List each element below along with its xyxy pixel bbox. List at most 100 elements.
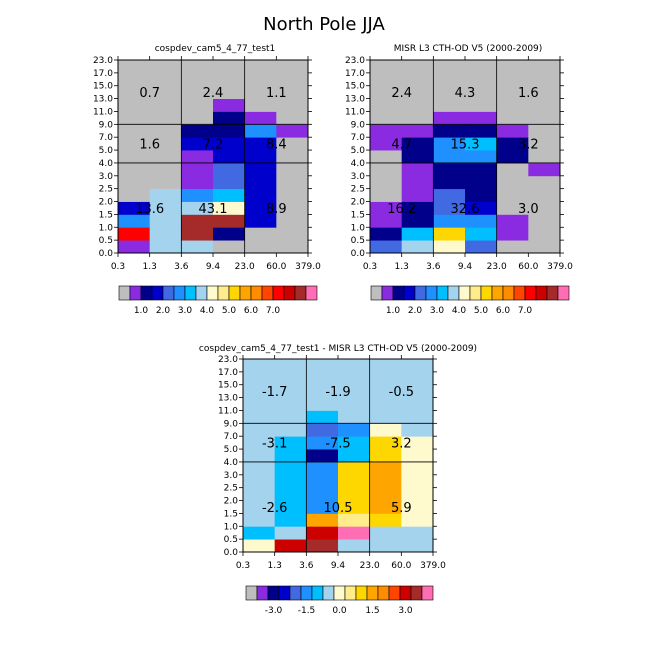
x-tick-label: 23.0	[487, 262, 507, 272]
heatmap-cell	[338, 474, 371, 489]
heatmap-cell	[243, 449, 276, 463]
heatmap-cell	[401, 384, 434, 398]
heatmap-cell	[370, 201, 403, 215]
heatmap-cell	[369, 513, 402, 527]
group-value-label: 4.3	[455, 86, 476, 101]
colorbar-swatch	[513, 285, 526, 301]
colorbar-swatch	[217, 285, 230, 301]
colorbar-label: 4.0	[452, 306, 467, 316]
heatmap-cell	[276, 175, 309, 190]
heatmap-cell	[213, 85, 246, 99]
group-value-label: 1.6	[518, 86, 539, 101]
heatmap-cell	[213, 214, 246, 228]
heatmap-cell	[306, 436, 339, 450]
heatmap-cell	[528, 214, 561, 228]
y-tick-label: 1.5	[351, 210, 365, 220]
colorbar-swatch	[447, 285, 460, 301]
heatmap-cell	[274, 500, 307, 514]
colorbar-swatch	[491, 285, 504, 301]
heatmap-cell	[276, 111, 309, 125]
y-tick-label: 3.0	[351, 172, 366, 182]
heatmap-cell	[243, 410, 276, 424]
heatmap-cell	[370, 214, 403, 228]
heatmap-cell	[306, 539, 339, 553]
y-tick-label: 11.0	[345, 107, 365, 117]
colorbar-swatch	[333, 585, 346, 601]
heatmap-cell	[149, 188, 182, 202]
heatmap-cell	[401, 150, 434, 164]
heatmap-cell	[274, 526, 307, 540]
heatmap-cell	[181, 150, 214, 164]
group-value-label: 2.4	[391, 86, 412, 101]
heatmap-cell	[149, 72, 182, 87]
group-value-label: 43.1	[199, 202, 228, 217]
heatmap-cell	[276, 240, 309, 254]
heatmap-cell	[369, 436, 402, 450]
heatmap-cell	[181, 162, 214, 177]
heatmap-cell	[369, 449, 402, 463]
heatmap-cell	[401, 474, 434, 489]
heatmap-cell	[369, 397, 402, 411]
heatmap-cell	[401, 227, 434, 241]
heatmap-cell	[181, 240, 214, 254]
colorbar-swatch	[250, 285, 263, 301]
heatmap-cell	[244, 150, 277, 164]
colorbar-swatch	[377, 585, 390, 601]
colorbar-diff: -3.0 -1.5 0.0 1.5 3.0	[245, 585, 434, 616]
heatmap-cell	[496, 72, 529, 87]
heatmap-cell	[369, 500, 402, 514]
colorbar-label: 6.0	[244, 306, 259, 316]
heatmap-cell	[213, 72, 246, 87]
heatmap-cell	[496, 60, 529, 74]
colorbar-swatch	[272, 285, 285, 301]
heatmap-cell	[369, 359, 402, 373]
colorbar-label: 1.5	[365, 606, 379, 616]
colorbar-swatch	[480, 285, 493, 301]
heatmap-cell	[243, 371, 276, 386]
heatmap-cell	[118, 98, 151, 112]
y-tick-label: 2.5	[224, 484, 238, 494]
group-value-label: 32.6	[451, 202, 480, 217]
heatmap-cell	[401, 539, 434, 553]
heatmap-cell	[465, 201, 498, 215]
heatmap-cell	[369, 384, 402, 398]
heatmap-cell	[338, 371, 371, 386]
y-tick-label: 1.0	[99, 223, 114, 233]
heatmap-cell	[496, 150, 529, 164]
x-tick-label: 23.0	[360, 561, 380, 571]
heatmap-cell	[306, 359, 339, 373]
y-tick-label: 7.0	[351, 133, 366, 143]
x-tick-label: 60.0	[518, 262, 538, 272]
heatmap-cell	[369, 487, 402, 501]
heatmap-panels: 13.6 43.1 8.91.6 7.2 8.40.7 2.4 1.10.00.51.01.…	[93, 56, 573, 571]
heatmap-cell	[118, 175, 151, 190]
heatmap-cell	[306, 397, 339, 411]
heatmap-cell	[276, 85, 309, 99]
colorbar-swatch	[355, 585, 368, 601]
y-tick-label: 23.0	[218, 355, 238, 365]
y-tick-label: 0.0	[99, 249, 114, 259]
x-tick-label: 9.4	[206, 262, 221, 272]
heatmap-cell	[149, 124, 182, 138]
heatmap-cell	[433, 162, 466, 177]
colorbar-swatch	[195, 285, 208, 301]
x-tick-label: 1.3	[268, 561, 282, 571]
heatmap-cell	[433, 111, 466, 125]
heatmap-cell	[181, 188, 214, 202]
heatmap-cell	[401, 72, 434, 87]
x-tick-label: 3.6	[299, 561, 314, 571]
heatmap-cell	[528, 240, 561, 254]
group-value-label: -7.5	[325, 437, 350, 452]
group-value-label: -1.7	[262, 385, 287, 400]
heatmap-cell	[274, 436, 307, 450]
y-tick-label: 23.0	[345, 56, 365, 66]
y-tick-label: 0.0	[224, 548, 239, 558]
colorbar-swatch	[436, 285, 449, 301]
heatmap-cell	[149, 227, 182, 241]
x-tick-label: 9.4	[331, 561, 346, 571]
heatmap-cell	[370, 162, 403, 177]
heatmap-cell	[276, 150, 309, 164]
colorbar-swatch	[502, 285, 515, 301]
heatmap-cell	[465, 227, 498, 241]
heatmap-cell	[274, 423, 307, 437]
